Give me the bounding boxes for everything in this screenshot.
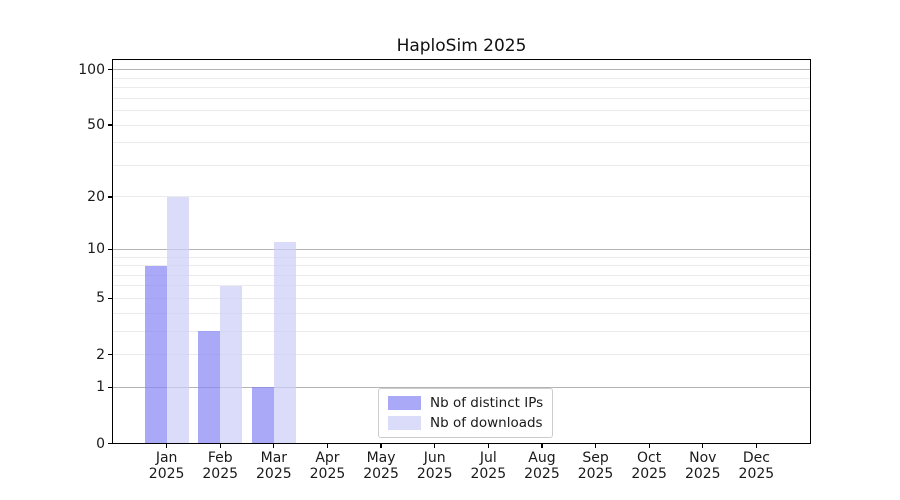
x-tick-mark bbox=[755, 443, 758, 448]
x-tick-mark bbox=[594, 443, 597, 448]
gridline-major bbox=[113, 248, 810, 250]
y-tick-label: 0 bbox=[96, 435, 105, 452]
bar bbox=[144, 265, 167, 444]
gridline-major bbox=[113, 69, 810, 71]
y-tick-mark bbox=[108, 196, 113, 198]
x-tick-year: 2025 bbox=[202, 465, 239, 482]
legend-label: Nb of downloads bbox=[430, 415, 543, 431]
y-tick-label: 20 bbox=[87, 188, 105, 205]
x-tick-year: 2025 bbox=[309, 465, 346, 482]
x-tick-label: Mar 2025 bbox=[242, 450, 306, 482]
legend-swatch-icon bbox=[388, 396, 421, 410]
y-tick-label: 100 bbox=[78, 61, 105, 78]
gridline-minor bbox=[113, 274, 810, 276]
y-tick-mark bbox=[108, 297, 113, 300]
x-tick-month: Sep bbox=[582, 450, 609, 466]
gridline-minor bbox=[113, 330, 810, 332]
x-tick-year: 2025 bbox=[577, 465, 614, 482]
gridline-minor bbox=[113, 297, 810, 299]
x-tick-month: May bbox=[366, 450, 396, 466]
legend-item: Nb of downloads bbox=[388, 415, 543, 431]
gridline-minor bbox=[113, 196, 810, 198]
gridline-minor bbox=[113, 77, 810, 79]
x-tick-mark bbox=[541, 443, 543, 448]
x-tick-month: Oct bbox=[637, 450, 662, 466]
x-tick-label: Sep 2025 bbox=[564, 450, 628, 482]
x-tick-month: Jun bbox=[423, 450, 446, 466]
x-tick-mark bbox=[648, 443, 650, 448]
x-tick-mark bbox=[702, 443, 704, 448]
y-tick-label: 1 bbox=[96, 379, 105, 396]
x-tick-label: Oct 2025 bbox=[617, 450, 681, 482]
y-tick-label: 2 bbox=[96, 346, 105, 363]
x-tick-mark bbox=[326, 443, 329, 448]
bar bbox=[198, 331, 221, 444]
x-tick-mark bbox=[487, 443, 489, 448]
x-tick-year: 2025 bbox=[363, 465, 399, 482]
x-tick-year: 2025 bbox=[470, 465, 507, 482]
legend: Nb of distinct IPs Nb of downloads bbox=[378, 388, 554, 438]
x-tick-month: Aug bbox=[528, 450, 556, 466]
x-tick-month: Dec bbox=[742, 450, 770, 466]
y-tick-label: 50 bbox=[87, 117, 105, 134]
x-tick-mark bbox=[165, 443, 168, 448]
bar bbox=[220, 285, 243, 444]
gridline-minor bbox=[113, 110, 810, 112]
y-tick-label: 10 bbox=[87, 241, 105, 258]
gridline-minor bbox=[113, 164, 810, 166]
gridline-minor bbox=[113, 354, 810, 356]
x-tick-year: 2025 bbox=[148, 465, 185, 482]
x-tick-month: Mar bbox=[260, 450, 288, 466]
y-tick-mark bbox=[108, 124, 113, 126]
chart-title: HaploSim 2025 bbox=[396, 36, 527, 56]
x-tick-mark bbox=[219, 443, 221, 448]
gridline-minor bbox=[113, 87, 810, 89]
x-tick-year: 2025 bbox=[256, 465, 292, 482]
x-tick-label: Dec 2025 bbox=[724, 450, 788, 482]
x-tick-year: 2025 bbox=[631, 465, 667, 482]
x-tick-month: Jan bbox=[155, 450, 178, 466]
x-tick-label: Nov 2025 bbox=[671, 450, 735, 482]
x-tick-mark bbox=[434, 443, 436, 448]
x-tick-year: 2025 bbox=[524, 465, 560, 482]
legend-label: Nb of distinct IPs bbox=[430, 395, 544, 411]
bar bbox=[166, 196, 189, 444]
gridline-minor bbox=[113, 285, 810, 287]
x-tick-month: Feb bbox=[207, 450, 233, 466]
x-tick-month: Jul bbox=[479, 450, 497, 466]
legend-item: Nb of distinct IPs bbox=[388, 395, 543, 411]
x-tick-month: Apr bbox=[315, 450, 340, 466]
gridline-minor bbox=[113, 124, 810, 126]
y-tick-label: 5 bbox=[96, 290, 105, 307]
x-tick-label: Apr 2025 bbox=[295, 450, 359, 482]
x-tick-label: Jan 2025 bbox=[135, 450, 199, 482]
y-tick-mark bbox=[108, 69, 113, 71]
bar bbox=[273, 242, 296, 444]
gridline-minor bbox=[113, 256, 810, 258]
legend-swatch-icon bbox=[388, 416, 421, 430]
x-tick-month: Nov bbox=[689, 450, 717, 466]
bar bbox=[251, 387, 274, 444]
x-tick-mark bbox=[380, 443, 382, 448]
x-tick-label: May 2025 bbox=[349, 450, 413, 482]
x-tick-mark bbox=[273, 443, 275, 448]
gridline-minor bbox=[113, 97, 810, 99]
x-tick-label: Feb 2025 bbox=[188, 450, 252, 482]
x-tick-year: 2025 bbox=[684, 465, 721, 482]
gridline-minor bbox=[113, 265, 810, 267]
y-tick-mark bbox=[108, 353, 113, 356]
x-tick-year: 2025 bbox=[738, 465, 775, 482]
gridline-minor bbox=[113, 312, 810, 314]
y-tick-mark bbox=[108, 442, 113, 445]
x-tick-label: Jun 2025 bbox=[403, 450, 467, 482]
x-tick-label: Aug 2025 bbox=[510, 450, 574, 482]
gridline-minor bbox=[113, 142, 810, 144]
y-tick-mark bbox=[108, 386, 113, 389]
gridline-major bbox=[113, 386, 810, 388]
x-tick-year: 2025 bbox=[416, 465, 453, 482]
y-tick-mark bbox=[108, 248, 113, 250]
x-tick-label: Jul 2025 bbox=[456, 450, 520, 482]
